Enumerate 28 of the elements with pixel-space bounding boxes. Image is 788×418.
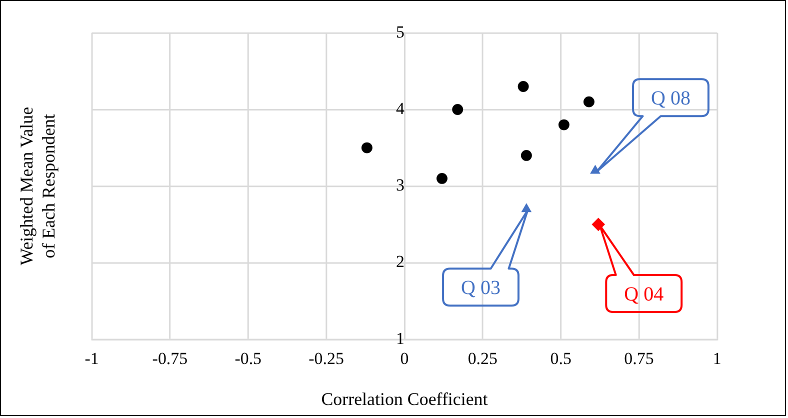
point bbox=[590, 165, 600, 174]
x-tick-label: -1 bbox=[84, 348, 99, 368]
y-tick-label: 2 bbox=[396, 252, 404, 272]
x-tick-label: -0.25 bbox=[308, 348, 344, 368]
annotation: Q 04 bbox=[624, 284, 664, 306]
y-axis-title: Weighted Mean Value of Each Respondent bbox=[16, 106, 59, 266]
annotation: Q 08 bbox=[651, 88, 690, 110]
x-tick-label: 0.75 bbox=[624, 348, 654, 368]
x-tick-label: 0 bbox=[400, 348, 409, 368]
x-tick-label: -0.75 bbox=[152, 348, 188, 368]
point bbox=[583, 96, 594, 108]
point bbox=[436, 172, 448, 184]
y-tick-label: 5 bbox=[396, 22, 404, 42]
y-tick-label: 4 bbox=[396, 98, 406, 118]
annotation: Q 03 bbox=[461, 277, 500, 300]
point bbox=[518, 81, 529, 92]
x-axis-title: Correlation Coefficient bbox=[321, 389, 488, 409]
point bbox=[520, 150, 532, 161]
x-tick-label: -0.5 bbox=[234, 348, 262, 368]
y-tick-label: 1 bbox=[396, 328, 404, 348]
point bbox=[361, 142, 372, 154]
point bbox=[558, 119, 570, 130]
x-tick-label: 0.5 bbox=[550, 348, 572, 368]
point bbox=[452, 104, 464, 115]
point bbox=[592, 218, 605, 231]
x-tick-label: 0.25 bbox=[468, 348, 498, 368]
x-tick-label: 1 bbox=[712, 348, 722, 368]
y-tick-label: 3 bbox=[396, 176, 404, 195]
